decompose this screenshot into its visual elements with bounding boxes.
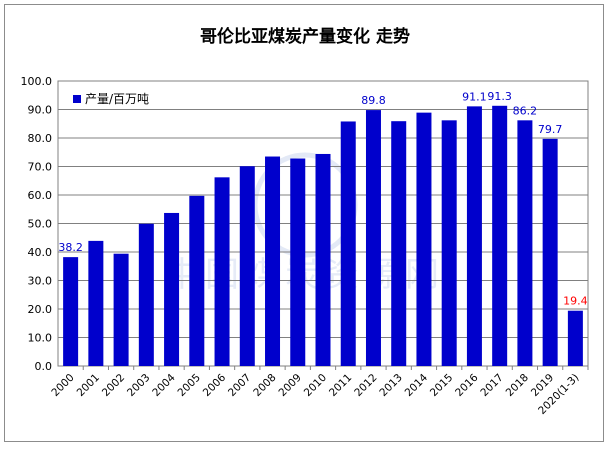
bar bbox=[63, 257, 79, 366]
bar bbox=[239, 166, 255, 366]
x-tick-label: 2006 bbox=[201, 371, 229, 399]
data-label: 91.1 bbox=[462, 90, 487, 103]
x-tick-label: 2016 bbox=[453, 371, 481, 399]
bar bbox=[113, 253, 129, 366]
bar bbox=[416, 112, 432, 366]
bar bbox=[365, 110, 381, 366]
data-label: 89.8 bbox=[361, 94, 386, 107]
x-tick-label: 2013 bbox=[377, 372, 404, 399]
x-tick-label: 2011 bbox=[327, 372, 354, 399]
bar bbox=[567, 310, 583, 366]
x-tick-label: 2002 bbox=[100, 372, 127, 399]
x-tick-label: 2010 bbox=[302, 372, 329, 399]
y-tick-label: 60.0 bbox=[28, 189, 53, 202]
bar bbox=[466, 106, 482, 367]
bar bbox=[290, 158, 306, 366]
x-tick-label: 2017 bbox=[478, 372, 505, 399]
bar bbox=[542, 138, 558, 366]
bar bbox=[340, 121, 356, 366]
x-tick-label: 2005 bbox=[176, 372, 203, 399]
x-tick-label: 2018 bbox=[504, 372, 531, 399]
y-tick-label: 40.0 bbox=[28, 246, 53, 259]
x-tick-label: 2000 bbox=[49, 372, 76, 399]
data-label: 38.2 bbox=[58, 241, 83, 254]
bar bbox=[88, 240, 104, 366]
y-tick-label: 100.0 bbox=[21, 75, 53, 88]
bar bbox=[214, 177, 230, 366]
bar bbox=[492, 105, 508, 367]
x-tick-label: 2014 bbox=[403, 371, 431, 399]
data-label: 91.3 bbox=[487, 90, 512, 103]
legend: 产量/百万吨 bbox=[73, 90, 149, 107]
chart-title: 哥伦比亚煤炭产量变化 走势 bbox=[200, 27, 410, 47]
x-tick-label: 2004 bbox=[150, 371, 178, 399]
bar bbox=[517, 120, 533, 366]
bar bbox=[164, 212, 180, 366]
bar bbox=[391, 121, 407, 366]
x-tick-label: 2012 bbox=[352, 372, 379, 399]
y-tick-label: 20.0 bbox=[28, 303, 53, 316]
y-tick-label: 10.0 bbox=[28, 332, 53, 345]
bar bbox=[315, 153, 331, 366]
y-tick-label: 80.0 bbox=[28, 132, 53, 145]
y-tick-label: 0.0 bbox=[35, 360, 53, 373]
x-tick-label: 2009 bbox=[276, 372, 303, 399]
x-tick-label: 2003 bbox=[125, 372, 152, 399]
data-label: 19.4 bbox=[563, 295, 588, 308]
bar bbox=[441, 120, 457, 366]
bar bbox=[265, 156, 281, 366]
x-tick-label: 2008 bbox=[251, 372, 278, 399]
bar bbox=[138, 223, 154, 366]
y-tick-label: 30.0 bbox=[28, 275, 53, 288]
x-tick-label: 2007 bbox=[226, 372, 253, 399]
data-label: 79.7 bbox=[538, 123, 563, 136]
y-tick-label: 70.0 bbox=[28, 161, 53, 174]
legend-label: 产量/百万吨 bbox=[85, 92, 150, 106]
x-tick-label: 2001 bbox=[75, 372, 102, 399]
legend-swatch bbox=[73, 94, 81, 103]
bar bbox=[189, 195, 205, 366]
data-label: 86.2 bbox=[513, 104, 538, 117]
y-tick-label: 50.0 bbox=[28, 218, 53, 231]
x-tick-label: 2015 bbox=[428, 372, 455, 399]
y-tick-label: 90.0 bbox=[28, 104, 53, 117]
